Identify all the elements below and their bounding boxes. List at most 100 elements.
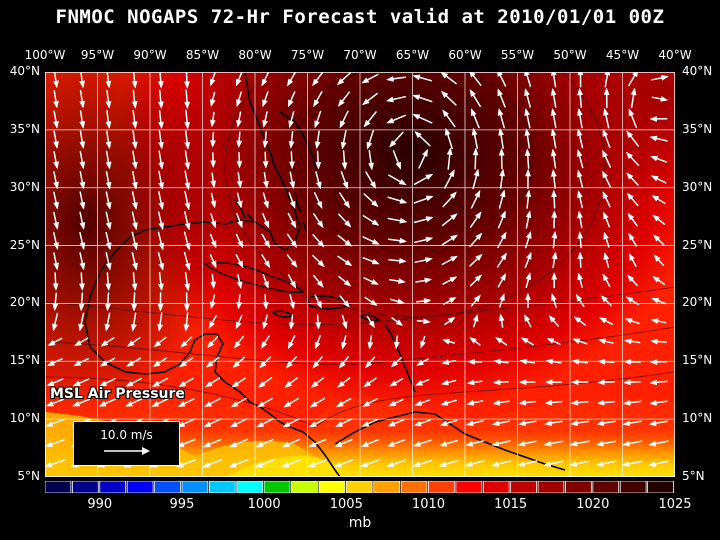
wind-vector-head [577, 210, 583, 219]
wind-vector-head [45, 441, 53, 447]
wind-vector-head [519, 358, 528, 365]
wind-vector-head [125, 380, 134, 387]
colorbar-swatch [345, 481, 373, 493]
wind-vector-head [425, 195, 434, 202]
wind-vector-head [210, 200, 217, 209]
wind-vector-head [603, 252, 610, 261]
colorbar-swatch [565, 481, 592, 493]
wind-vector-head [131, 80, 138, 89]
wind-vector-head [210, 160, 216, 169]
wind-vector-head [595, 461, 604, 467]
wind-vector-head [47, 339, 56, 346]
wind-vector-head [204, 401, 212, 408]
wind-vector-head [262, 302, 269, 310]
wind-vector-head [363, 380, 372, 388]
wind-vector-head [337, 99, 345, 107]
wind-vector-head [210, 301, 216, 310]
wind-vector-head [551, 272, 558, 280]
wind-vector-head [621, 461, 630, 467]
wind-vector-head [393, 341, 400, 350]
colorbar-label: 1020 [576, 497, 610, 512]
wind-vector-head [368, 320, 375, 329]
wind-vector-head [289, 301, 295, 310]
wind-vector-head [310, 380, 319, 388]
wind-vector-head [100, 340, 109, 347]
wind-vector-head [550, 87, 557, 96]
wind-vector-head [131, 303, 137, 312]
wind-vector-head [105, 80, 112, 89]
wind-vector-head [577, 72, 584, 76]
wind-vector-head [183, 324, 190, 332]
colorbar-swatch [236, 481, 264, 493]
wind-vector-head [99, 360, 108, 367]
wind-vector-head [647, 461, 656, 467]
longitude-label: 65°W [395, 48, 430, 62]
wind-vector-head [210, 260, 217, 269]
wind-vector-head [370, 279, 379, 285]
wind-vector-head [551, 169, 557, 177]
wind-vector-head [649, 116, 657, 122]
wind-vector-head [624, 318, 633, 324]
wind-vector-head [474, 211, 482, 220]
wind-vector-head [124, 400, 133, 407]
wind-vector-head [316, 220, 324, 229]
wind-vector-head [51, 323, 58, 332]
wind-vector-head [577, 231, 584, 239]
latitude-label-left: 20°N [9, 295, 40, 310]
wind-vector-head [314, 341, 321, 350]
wind-vector-head [53, 120, 59, 129]
wind-vector-head [466, 379, 475, 386]
wind-vector-head [473, 168, 480, 177]
wind-vector-head [386, 441, 395, 447]
wind-vector-head [342, 181, 348, 190]
wind-vector-head [286, 78, 294, 87]
wind-vector-head [235, 78, 242, 87]
wind-vector-head [472, 313, 479, 322]
longitude-label: 80°W [238, 48, 272, 62]
wind-vector-head [183, 304, 190, 312]
wind-vector-head [237, 260, 244, 269]
wind-vector-head [397, 298, 405, 305]
wind-vector-head [425, 216, 434, 222]
colorbar-swatch [400, 481, 428, 493]
wind-vector-head [386, 76, 394, 82]
wind-vector-head [475, 253, 483, 262]
latitude-label-right: 35°N [682, 121, 713, 136]
latitude-label-right: 5°N [682, 469, 705, 483]
wind-vector-head [233, 340, 241, 349]
wind-vector-head [131, 161, 138, 170]
wind-vector-head [236, 119, 242, 128]
wind-vector-head [158, 161, 164, 170]
wind-vector-head [72, 400, 81, 407]
colorbar-swatch [428, 481, 455, 493]
latitude-label-right: 20°N [682, 295, 713, 310]
wind-vector-head [414, 131, 422, 139]
wind-vector-head [450, 255, 459, 262]
latitude-label-left: 10°N [9, 411, 40, 426]
pressure-wind-map [45, 72, 675, 477]
wind-vector-head [490, 461, 499, 467]
wind-vector-head [598, 338, 607, 345]
wind-vector-head [257, 380, 266, 388]
latitude-label-right: 10°N [682, 411, 713, 426]
wind-vector-head [79, 161, 86, 170]
latitude-label-left: 5°N [17, 469, 40, 483]
wind-vector-head [398, 179, 407, 186]
wind-vector-head [131, 101, 138, 109]
wind-vector-head [413, 441, 422, 447]
wind-vector-head [99, 380, 108, 387]
wind-vector-head [314, 141, 321, 150]
wind-vector-head [260, 341, 268, 349]
wind-vector-head [262, 140, 269, 149]
colorbar-label: 1005 [329, 497, 363, 512]
wind-vector-head [499, 293, 505, 302]
wind-vector-head [344, 259, 353, 267]
wind-vector-head [131, 141, 138, 150]
wind-vector-head [290, 220, 297, 229]
wind-vector-head [475, 232, 483, 241]
wind-vector-head [104, 323, 111, 332]
wind-vector-head [473, 294, 481, 303]
wind-vector-head [158, 222, 164, 231]
wind-vector-head [577, 107, 583, 116]
wind-vector-head [573, 316, 582, 324]
